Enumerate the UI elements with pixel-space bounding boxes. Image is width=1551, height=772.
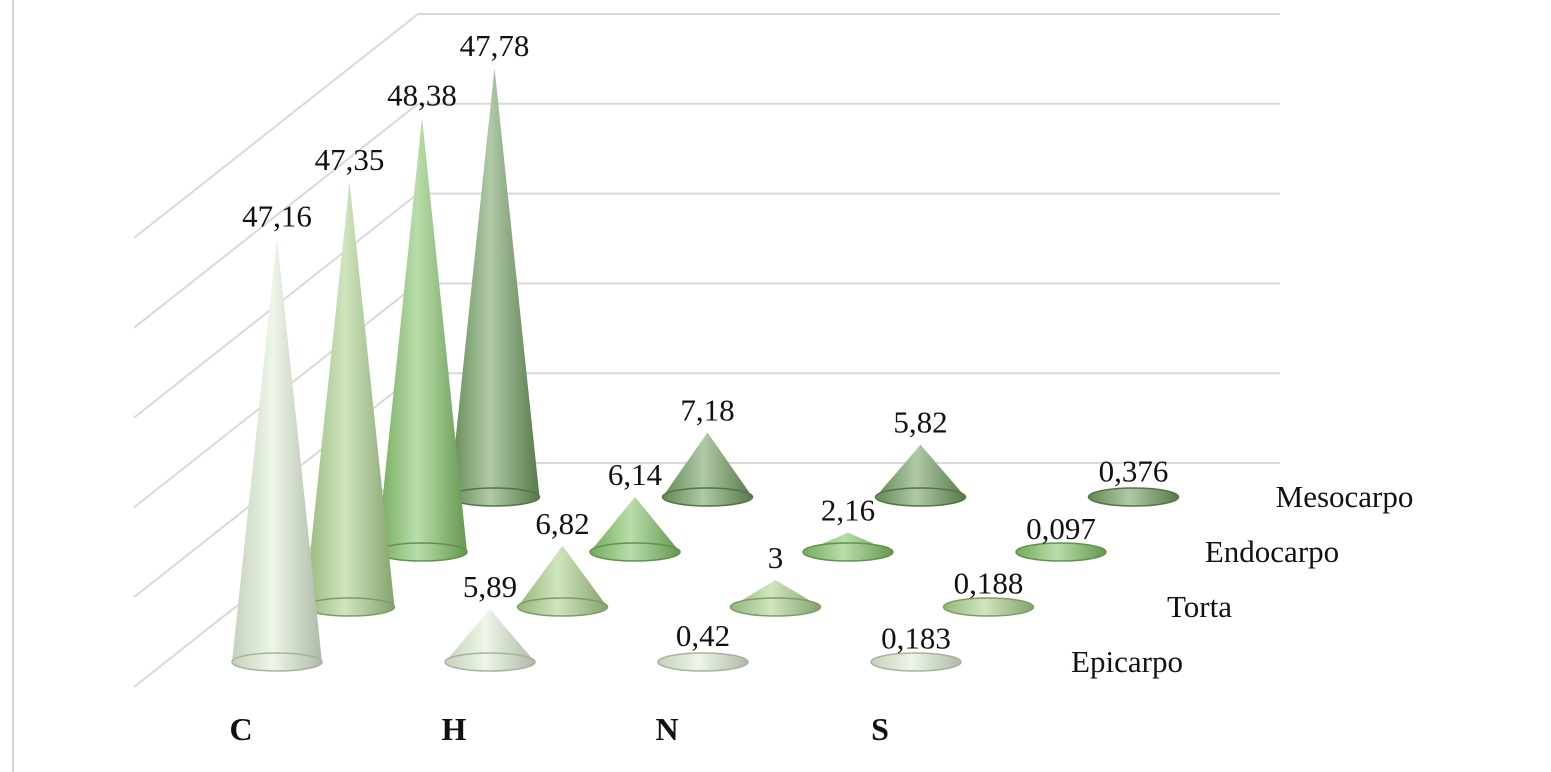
value-labels: 47,78 7,18 5,82 0,376 48,38 6,14 2,16 0,097 47,3… [242,28,1168,655]
cone-endocarpo-h [589,496,681,562]
cone-torta-s [942,597,1035,617]
cone-epicarpo-s [870,652,962,672]
cone-epicarpo-h [444,609,536,672]
cone-epicarpo-c [231,238,323,672]
value-label: 47,78 [460,28,530,63]
category-label-h: H [442,711,467,747]
cone-mesocarpo-n [874,444,967,507]
value-label: 5,89 [463,569,517,604]
cone-mesocarpo-s [1087,487,1180,507]
value-label: 48,38 [387,78,457,113]
value-label: 2,16 [821,493,875,528]
value-label: 0,42 [676,618,730,653]
frame-left-border [12,0,14,772]
series-labels: Epicarpo Torta Endocarpo Mesocarpo [1071,479,1413,679]
series-label-torta: Torta [1167,589,1232,624]
value-label: 0,376 [1099,454,1169,489]
gridlines [133,13,1280,688]
cone-torta-h [516,545,609,617]
cone-epicarpo-n [657,652,749,672]
value-label: 47,16 [242,199,312,234]
cone-mesocarpo-c [448,67,541,507]
value-label: 0,097 [1026,511,1096,546]
series-label-endocarpo: Endocarpo [1205,534,1339,569]
cone-endocarpo-c [376,117,468,562]
value-label: 7,18 [680,393,734,428]
category-label-n: N [655,711,678,747]
value-label: 0,183 [881,620,951,655]
cone-endocarpo-n [802,532,894,562]
cone-marks [231,67,1180,672]
value-label: 47,35 [315,142,385,177]
cone-torta-c [303,181,396,617]
value-label: 6,82 [535,506,589,541]
category-label-c: C [229,711,252,747]
value-label: 0,188 [954,565,1024,600]
cone-endocarpo-s [1015,542,1107,562]
gridline-diagonal [133,13,419,239]
cone-mesocarpo-h [661,432,754,507]
category-label-s: S [871,711,889,747]
series-label-mesocarpo: Mesocarpo [1276,479,1414,514]
value-label: 6,14 [608,457,663,492]
series-label-epicarpo: Epicarpo [1071,644,1183,679]
value-label: 3 [768,540,784,575]
value-label: 5,82 [893,405,947,440]
gridline-diagonal [133,103,419,329]
cone-torta-n [729,580,822,617]
